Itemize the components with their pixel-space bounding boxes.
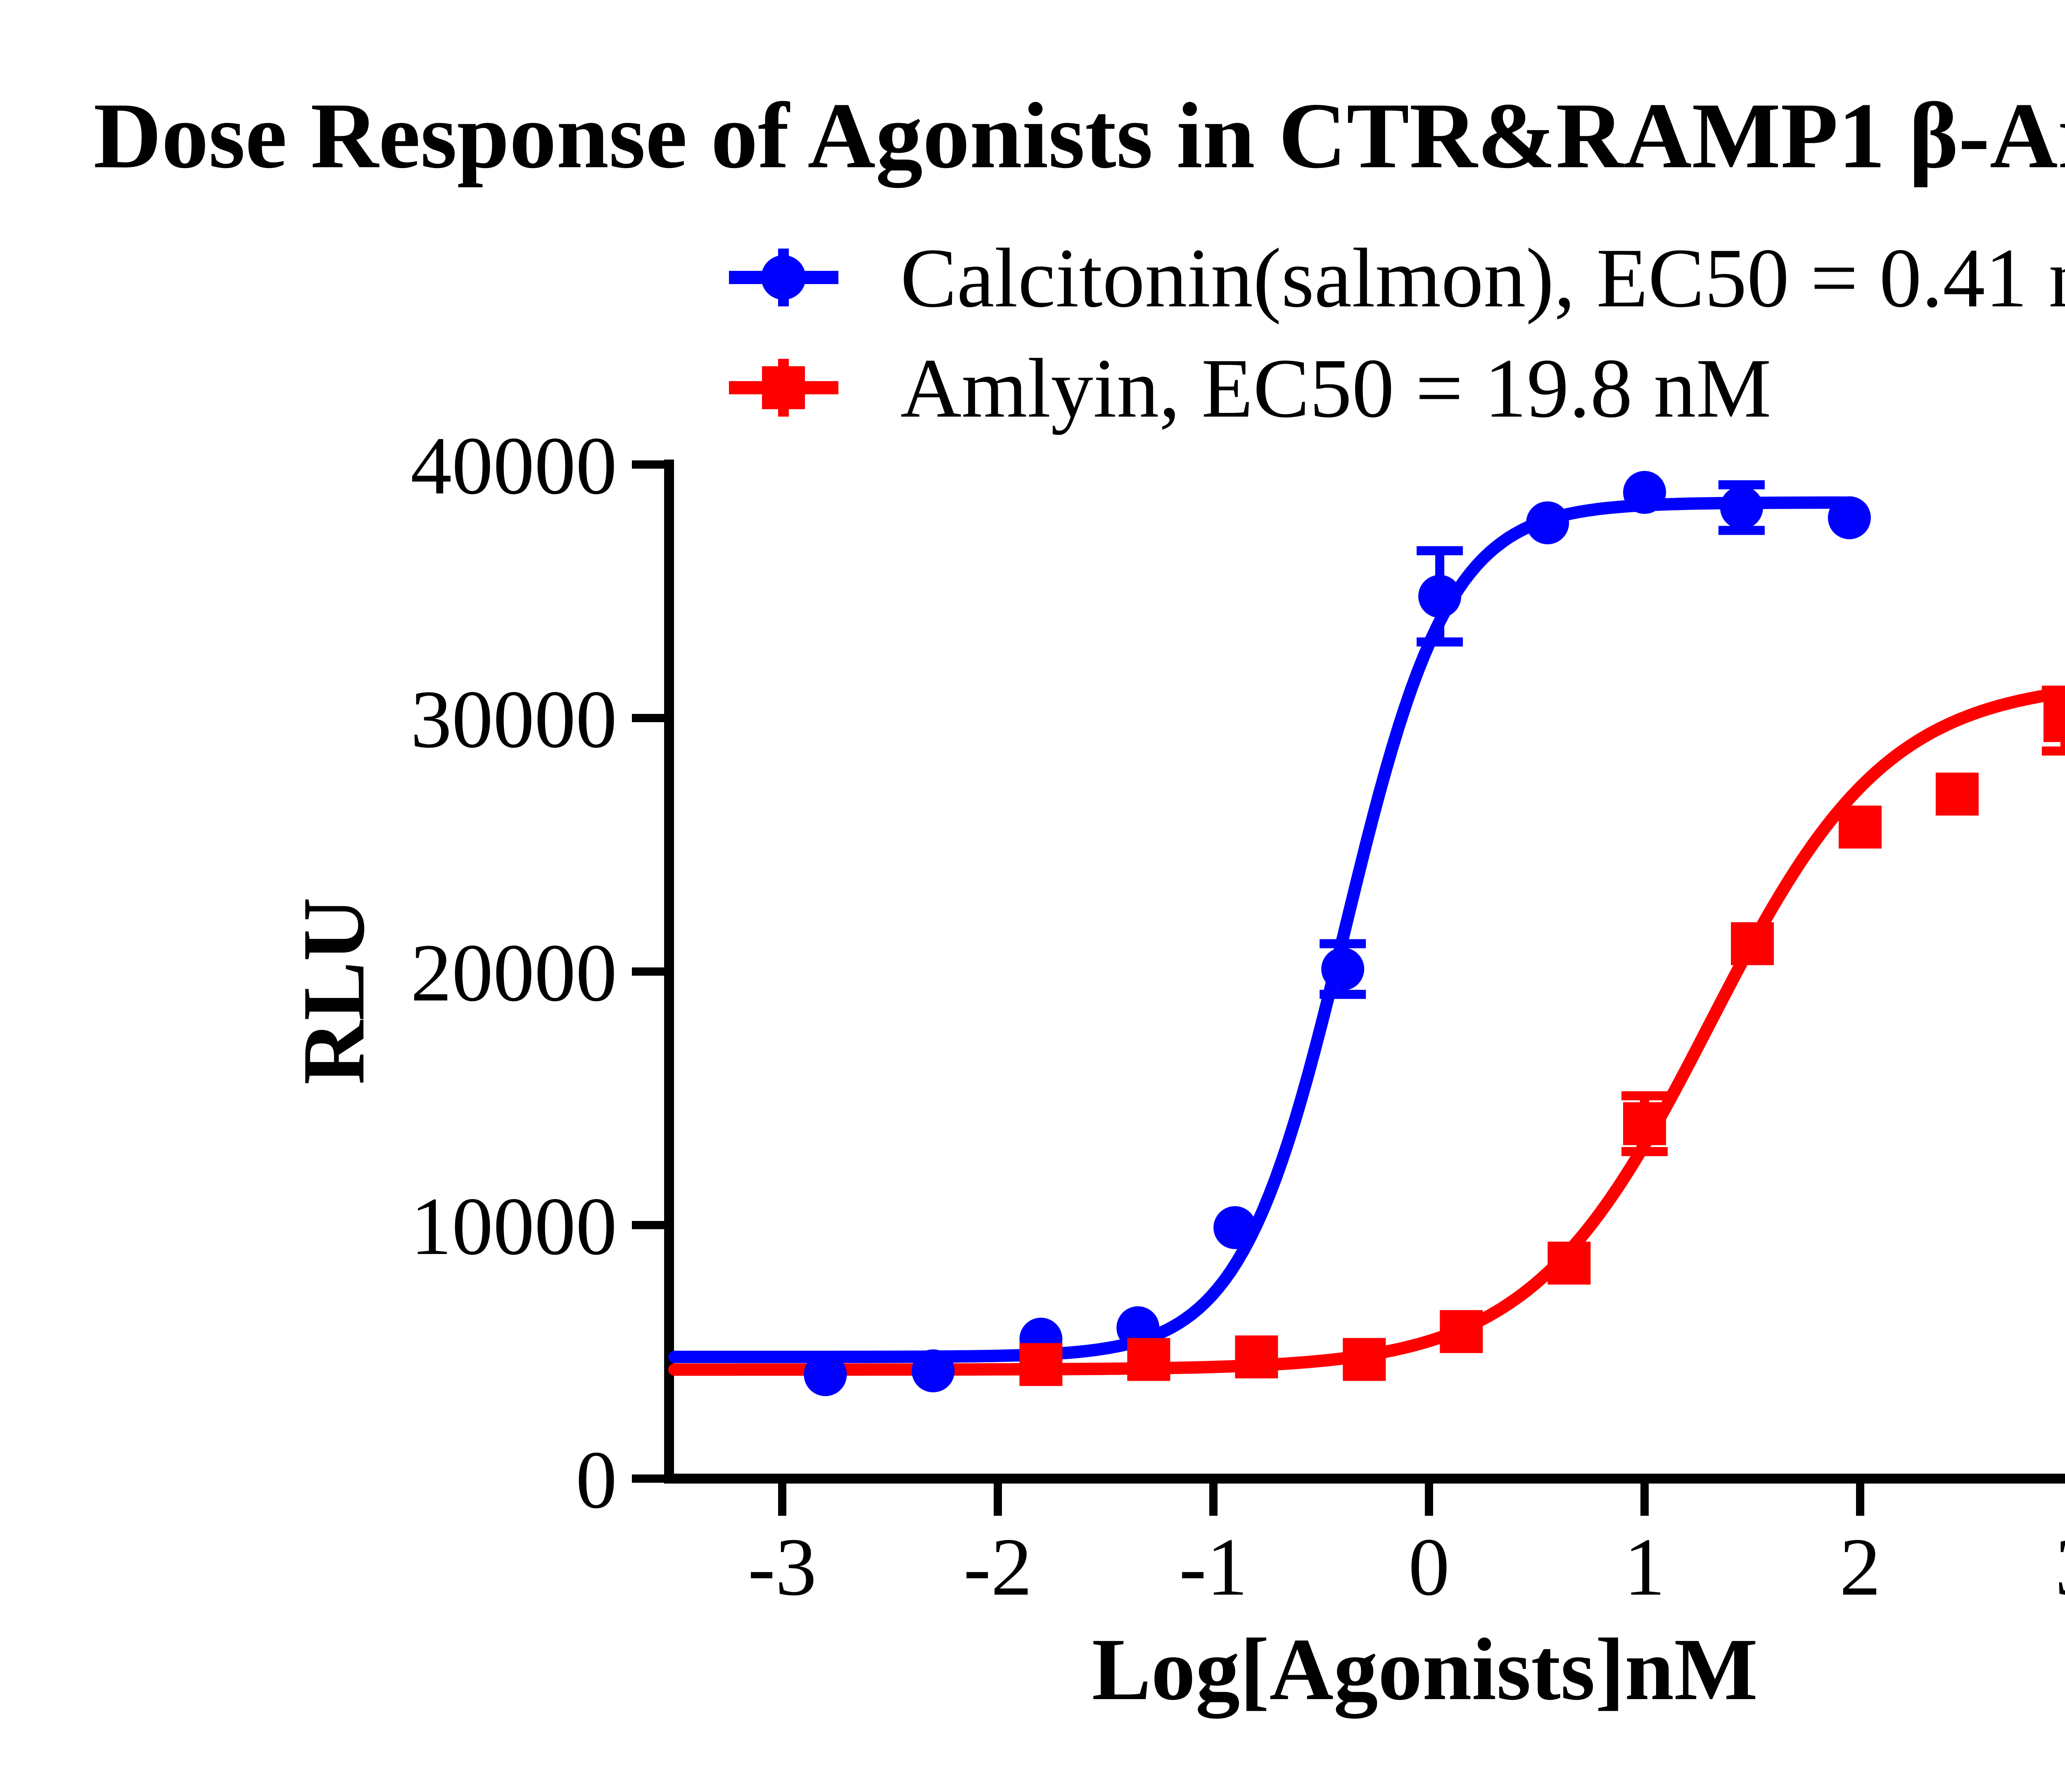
x-tick-label: -3 <box>748 1522 817 1613</box>
x-tick-label: 3 <box>2055 1522 2065 1613</box>
legend-label-amlyin: Amlyin, EC50 = 19.8 nM <box>900 341 1771 435</box>
fit-curves <box>668 496 2065 1376</box>
square-marker-icon <box>762 366 805 409</box>
y-tick-label: 30000 <box>411 674 617 765</box>
data-point-amlyin <box>1127 1338 1170 1381</box>
y-tick-label: 20000 <box>411 927 617 1019</box>
x-axis: -3 -2 -1 0 1 2 3 <box>664 1474 2065 1613</box>
data-point-amlyin <box>2043 699 2065 742</box>
x-axis-title: Log[Agonists]nM <box>1092 1620 1758 1719</box>
data-point-amlyin <box>1623 1102 1666 1145</box>
data-point-amlyin <box>1548 1242 1591 1285</box>
legend-item-amlyin <box>729 359 838 417</box>
data-point-calcitonin <box>1418 575 1462 618</box>
data-point-calcitonin <box>804 1353 847 1396</box>
data-point-calcitonin <box>1213 1206 1257 1249</box>
legend-label-calcitonin: Calcitonin(salmon), EC50 = 0.41 nM <box>900 231 2065 325</box>
legend: Calcitonin(salmon), EC50 = 0.41 nM Amlyi… <box>729 231 2065 435</box>
circle-marker-icon <box>761 255 806 300</box>
data-point-amlyin <box>1440 1310 1483 1353</box>
x-tick-label: 0 <box>1408 1522 1450 1613</box>
data-point-amlyin <box>1935 773 1979 816</box>
x-tick-label: 2 <box>1840 1522 1881 1613</box>
y-tick-label: 0 <box>576 1434 617 1526</box>
data-point-calcitonin <box>1526 501 1569 545</box>
data-point-amlyin <box>1235 1335 1278 1379</box>
data-point-calcitonin <box>1623 471 1666 514</box>
data-point-amlyin <box>1839 806 1882 849</box>
data-point-amlyin <box>1343 1338 1386 1381</box>
fit-curve-calcitonin <box>668 496 1851 1363</box>
chart-title: Dose Response of Agonists in CTR&RAMP1 β… <box>93 84 2065 188</box>
data-point-calcitonin <box>1828 496 1871 539</box>
y-tick-label: 10000 <box>411 1181 617 1272</box>
data-point-amlyin <box>1019 1343 1063 1386</box>
x-tick-label: -1 <box>1179 1522 1248 1613</box>
x-tick-label: -2 <box>964 1522 1032 1613</box>
data-point-calcitonin <box>911 1349 955 1393</box>
y-axis-title: RLU <box>284 897 383 1085</box>
data-point-calcitonin <box>1321 947 1365 991</box>
y-axis: 0 10000 20000 30000 40000 <box>411 420 674 1526</box>
y-tick-label: 40000 <box>411 420 617 512</box>
data-point-calcitonin <box>1720 486 1763 529</box>
legend-item-calcitonin <box>729 249 838 306</box>
data-point-amlyin <box>1731 922 1774 965</box>
data-points <box>804 471 2065 1396</box>
x-tick-label: 1 <box>1624 1522 1665 1613</box>
fit-curve-amlyin <box>668 686 2065 1376</box>
